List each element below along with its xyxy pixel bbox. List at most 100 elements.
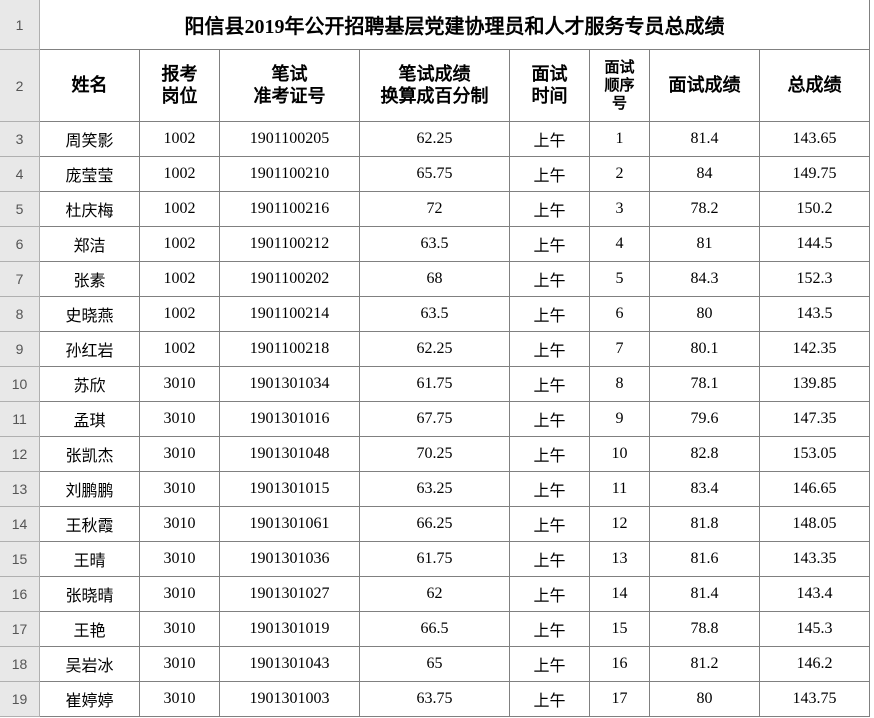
table-cell-interview_time: 上午 — [510, 297, 590, 332]
row-number: 8 — [0, 297, 40, 332]
table-cell-interview_order: 4 — [590, 227, 650, 262]
table-cell-exam_id: 1901100216 — [220, 192, 360, 227]
table-cell-written_score: 67.75 — [360, 402, 510, 437]
table-cell-interview_time: 上午 — [510, 612, 590, 647]
table-cell-interview_order: 9 — [590, 402, 650, 437]
table-cell-interview_score: 81.4 — [650, 577, 760, 612]
table-cell-interview_order: 15 — [590, 612, 650, 647]
table-cell-position: 1002 — [140, 122, 220, 157]
table-cell-interview_order: 5 — [590, 262, 650, 297]
row-number: 3 — [0, 122, 40, 157]
row-number: 13 — [0, 472, 40, 507]
table-cell-interview_score: 81.6 — [650, 542, 760, 577]
table-cell-interview_time: 上午 — [510, 402, 590, 437]
col-header-interview-time: 面试 时间 — [510, 50, 590, 122]
table-cell-written_score: 63.5 — [360, 227, 510, 262]
table-cell-exam_id: 1901301019 — [220, 612, 360, 647]
table-cell-interview_time: 上午 — [510, 157, 590, 192]
table-cell-interview_order: 13 — [590, 542, 650, 577]
table-cell-name: 刘鹏鹏 — [40, 472, 140, 507]
table-cell-written_score: 63.25 — [360, 472, 510, 507]
table-cell-name: 杜庆梅 — [40, 192, 140, 227]
row-number: 6 — [0, 227, 40, 262]
table-cell-position: 3010 — [140, 472, 220, 507]
table-cell-exam_id: 1901100214 — [220, 297, 360, 332]
table-cell-exam_id: 1901100210 — [220, 157, 360, 192]
table-cell-interview_time: 上午 — [510, 262, 590, 297]
table-cell-name: 张素 — [40, 262, 140, 297]
table-cell-interview_order: 14 — [590, 577, 650, 612]
table-cell-interview_order: 8 — [590, 367, 650, 402]
table-cell-written_score: 65.75 — [360, 157, 510, 192]
table-cell-exam_id: 1901301003 — [220, 682, 360, 717]
table-cell-position: 3010 — [140, 577, 220, 612]
table-cell-interview_score: 82.8 — [650, 437, 760, 472]
row-number: 9 — [0, 332, 40, 367]
table-cell-interview_time: 上午 — [510, 192, 590, 227]
table-cell-total_score: 152.3 — [760, 262, 870, 297]
table-cell-interview_time: 上午 — [510, 472, 590, 507]
col-header-exam-id: 笔试 准考证号 — [220, 50, 360, 122]
table-cell-interview_time: 上午 — [510, 682, 590, 717]
table-cell-exam_id: 1901100202 — [220, 262, 360, 297]
table-cell-interview_score: 84.3 — [650, 262, 760, 297]
row-number: 2 — [0, 50, 40, 122]
col-header-total-score: 总成绩 — [760, 50, 870, 122]
row-number: 15 — [0, 542, 40, 577]
table-cell-position: 3010 — [140, 612, 220, 647]
table-cell-written_score: 63.5 — [360, 297, 510, 332]
row-number: 12 — [0, 437, 40, 472]
table-cell-position: 3010 — [140, 402, 220, 437]
table-cell-position: 3010 — [140, 542, 220, 577]
table-cell-interview_score: 79.6 — [650, 402, 760, 437]
table-cell-interview_score: 81.8 — [650, 507, 760, 542]
table-cell-interview_time: 上午 — [510, 227, 590, 262]
table-title: 阳信县2019年公开招聘基层党建协理员和人才服务专员总成绩 — [40, 0, 870, 50]
table-cell-position: 1002 — [140, 332, 220, 367]
table-cell-interview_score: 78.8 — [650, 612, 760, 647]
col-header-interview-score: 面试成绩 — [650, 50, 760, 122]
table-cell-written_score: 63.75 — [360, 682, 510, 717]
table-cell-interview_score: 78.2 — [650, 192, 760, 227]
row-number: 18 — [0, 647, 40, 682]
table-cell-total_score: 145.3 — [760, 612, 870, 647]
table-cell-interview_order: 7 — [590, 332, 650, 367]
table-cell-written_score: 61.75 — [360, 542, 510, 577]
row-number: 16 — [0, 577, 40, 612]
table-cell-exam_id: 1901301061 — [220, 507, 360, 542]
table-cell-interview_score: 81.4 — [650, 122, 760, 157]
table-cell-name: 王秋霞 — [40, 507, 140, 542]
table-cell-total_score: 148.05 — [760, 507, 870, 542]
table-cell-written_score: 62 — [360, 577, 510, 612]
table-cell-name: 王艳 — [40, 612, 140, 647]
table-cell-name: 吴岩冰 — [40, 647, 140, 682]
table-cell-name: 张凯杰 — [40, 437, 140, 472]
table-cell-name: 苏欣 — [40, 367, 140, 402]
table-cell-interview_score: 83.4 — [650, 472, 760, 507]
table-cell-interview_time: 上午 — [510, 507, 590, 542]
table-cell-interview_time: 上午 — [510, 542, 590, 577]
col-header-interview-order: 面试 顺序 号 — [590, 50, 650, 122]
table-cell-interview_order: 2 — [590, 157, 650, 192]
table-cell-total_score: 143.65 — [760, 122, 870, 157]
table-cell-exam_id: 1901301036 — [220, 542, 360, 577]
table-cell-written_score: 62.25 — [360, 122, 510, 157]
table-cell-position: 1002 — [140, 192, 220, 227]
table-cell-interview_time: 上午 — [510, 367, 590, 402]
table-cell-written_score: 70.25 — [360, 437, 510, 472]
table-cell-written_score: 66.25 — [360, 507, 510, 542]
table-cell-written_score: 65 — [360, 647, 510, 682]
table-cell-written_score: 72 — [360, 192, 510, 227]
table-cell-interview_time: 上午 — [510, 577, 590, 612]
table-cell-position: 3010 — [140, 367, 220, 402]
table-cell-total_score: 147.35 — [760, 402, 870, 437]
table-cell-interview_score: 78.1 — [650, 367, 760, 402]
table-cell-position: 1002 — [140, 262, 220, 297]
table-cell-interview_score: 80 — [650, 682, 760, 717]
table-cell-written_score: 62.25 — [360, 332, 510, 367]
table-cell-interview_order: 6 — [590, 297, 650, 332]
table-cell-written_score: 68 — [360, 262, 510, 297]
table-cell-interview_order: 17 — [590, 682, 650, 717]
spreadsheet: 1 阳信县2019年公开招聘基层党建协理员和人才服务专员总成绩 2 姓名 报考 … — [0, 0, 874, 717]
table-cell-interview_score: 80.1 — [650, 332, 760, 367]
